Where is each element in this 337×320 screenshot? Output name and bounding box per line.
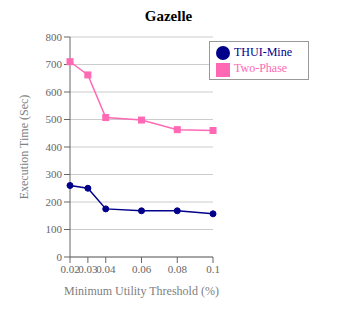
svg-text:100: 100 <box>46 223 63 235</box>
svg-text:0.08: 0.08 <box>168 263 188 275</box>
svg-text:0.1: 0.1 <box>206 263 220 275</box>
svg-text:0.02: 0.02 <box>60 263 79 275</box>
svg-text:700: 700 <box>46 58 63 70</box>
html-text:THUI-Mine: THUI-Mine <box>234 45 292 59</box>
svg-text:500: 500 <box>46 113 63 125</box>
svg-text:400: 400 <box>46 141 63 153</box>
svg-text:0.04: 0.04 <box>96 263 116 275</box>
svg-text:300: 300 <box>46 168 63 180</box>
svg-text:Minimum Utility Threshold (%): Minimum Utility Threshold (%) <box>64 284 219 298</box>
html-text:Two-Phase: Two-Phase <box>234 61 288 76</box>
svg-text:0: 0 <box>57 251 63 263</box>
svg-text:0.06: 0.06 <box>132 263 152 275</box>
svg-text:600: 600 <box>46 86 63 98</box>
svg-text:0.03: 0.03 <box>78 263 98 275</box>
html-text:Gazelle: Gazelle <box>144 8 193 24</box>
svg-text:800: 800 <box>46 31 63 43</box>
svg-text:200: 200 <box>46 196 63 208</box>
svg-text:Execution Time (Sec): Execution Time (Sec) <box>17 95 31 200</box>
